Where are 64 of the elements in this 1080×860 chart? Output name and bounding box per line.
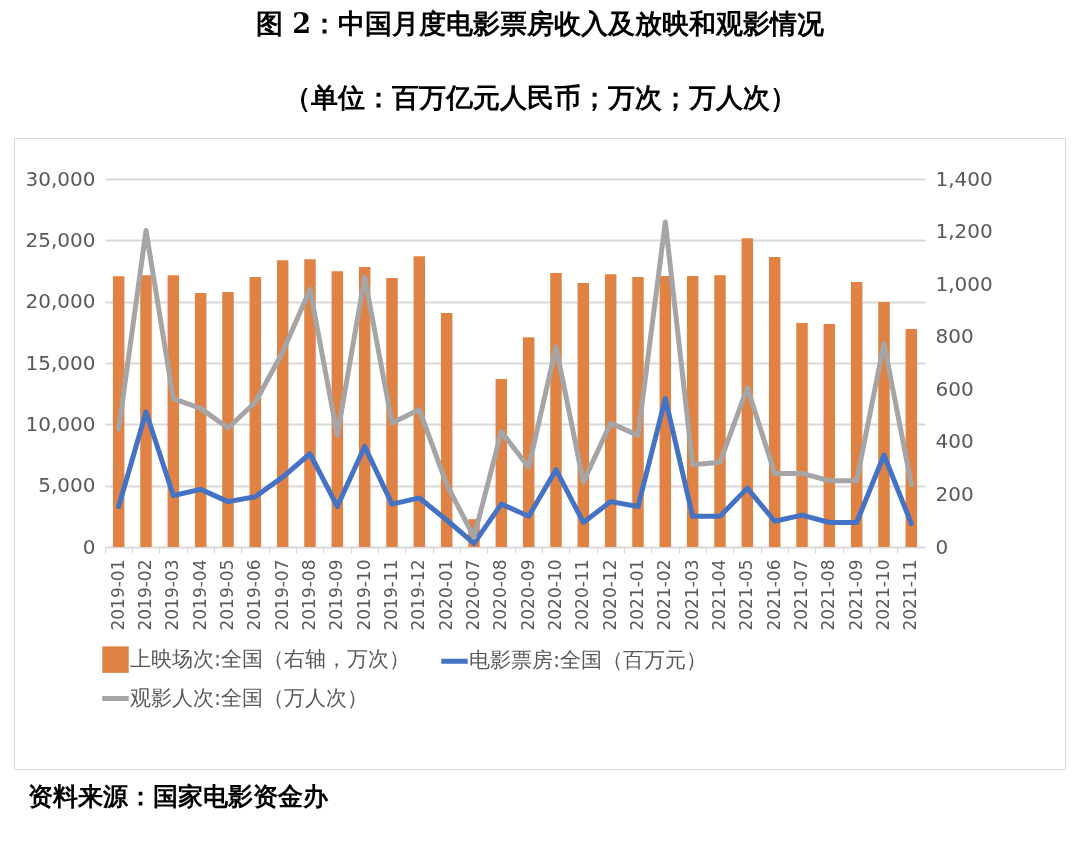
x-tick-label: 2019-12	[408, 559, 429, 631]
y-tick-label: 10,000	[25, 411, 96, 436]
x-tick-label: 2021-06	[763, 559, 784, 631]
x-tick-label: 2020-11	[572, 559, 593, 631]
text: 资料来源：国家电影资金办	[28, 781, 329, 813]
x-tick-label: 2020-10	[545, 559, 565, 631]
x-tick-label: 2019-04	[189, 559, 210, 631]
x-tick-label: 2019-09	[326, 559, 347, 631]
y2-tick-label: 1,200	[935, 219, 993, 244]
x-tick-label: 2021-11	[900, 559, 921, 631]
y-tick-label: 15,000	[25, 350, 96, 375]
x-tick-label: 2021-08	[818, 559, 839, 631]
x-tick-label: 2021-02	[654, 559, 675, 631]
bar	[796, 323, 808, 547]
x-tick-label: 2021-01	[627, 559, 647, 631]
x-tick-label: 2021-10	[873, 559, 893, 631]
bar	[823, 324, 836, 547]
x-tick-label: 2020-08	[490, 559, 511, 631]
x-tick-label: 2020-07	[463, 559, 483, 631]
x-tick-label: 2021-07	[791, 559, 811, 631]
x-tick-label: 2020-01	[435, 559, 456, 631]
x-tick-label: 2019-01	[107, 559, 128, 631]
x-tick-label: 2019-06	[244, 559, 265, 631]
chart-title: 图 2：中国月度电影票房收入及放映和观影情况	[254, 7, 826, 41]
bar	[714, 275, 726, 547]
bar	[222, 292, 234, 547]
bar	[386, 278, 398, 547]
legend-label: 观影人次:全国（万人次）	[130, 685, 369, 710]
y2-tick-label: 0	[935, 534, 949, 559]
y-tick-label: 5,000	[38, 473, 96, 498]
y2-tick-label: 800	[935, 324, 974, 349]
bar	[604, 274, 617, 547]
y-tick-label: 25,000	[25, 227, 96, 252]
x-tick-label: 2021-03	[681, 559, 702, 631]
y2-tick-label: 1,400	[935, 166, 993, 191]
bar	[276, 260, 289, 547]
y2-tick-label: 1,000	[935, 271, 993, 296]
x-tick-label: 2019-10	[353, 559, 374, 631]
x-tick-label: 2021-04	[709, 559, 729, 631]
bar	[249, 277, 262, 547]
chart-subtitle: （单位：百万亿元人民币；万次；万人次）	[282, 81, 798, 115]
x-tick-label: 2021-09	[845, 559, 866, 631]
y2-tick-label: 600	[935, 376, 974, 401]
y-tick-label: 20,000	[25, 289, 96, 314]
bar	[768, 257, 781, 547]
legend-label: 电影票房:全国（百万元）	[469, 648, 708, 673]
x-tick-label: 2019-11	[381, 559, 401, 631]
x-tick-label: 2020-09	[517, 559, 538, 631]
y2-tick-label: 400	[935, 429, 974, 454]
legend-label: 上映场次:全国（右轴，万次）	[130, 646, 411, 671]
x-tick-label: 2021-05	[736, 559, 757, 631]
x-tick-label: 2019-03	[162, 559, 183, 631]
x-tick-label: 2019-08	[299, 559, 319, 631]
bar	[304, 259, 316, 547]
bar	[194, 293, 207, 547]
y-tick-label: 0	[82, 534, 96, 559]
x-tick-label: 2019-05	[217, 559, 237, 631]
x-tick-label: 2019-07	[271, 559, 292, 631]
y2-tick-label: 200	[935, 481, 974, 506]
bar	[413, 256, 426, 547]
x-tick-label: 2020-12	[599, 559, 620, 631]
y-tick-label: 30,000	[25, 166, 96, 191]
bar	[140, 275, 152, 547]
x-tick-label: 2019-02	[135, 559, 155, 631]
